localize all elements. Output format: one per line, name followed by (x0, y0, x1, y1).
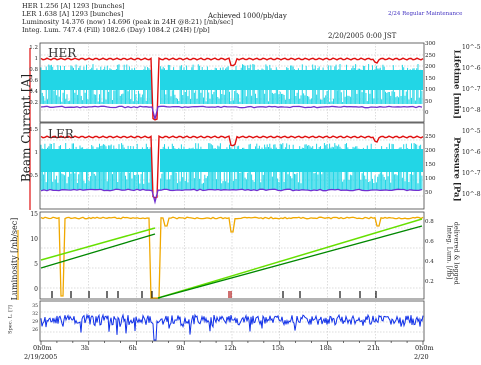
her-right-tick: 50 (425, 98, 432, 105)
her-status-line: HER 1.256 [A] 1293 [bunches] (22, 2, 125, 10)
lum-left-tick: 5 (34, 261, 38, 268)
integ-delivered-line-2 (157, 218, 423, 299)
sci-right-tick: 10^-6 (462, 65, 481, 72)
sci-right-tick: 10^-8 (462, 107, 481, 114)
ler-right-tick: 50 (425, 190, 432, 196)
spec-left-tick: 29 (32, 320, 38, 325)
beam-abort-gap (152, 64, 160, 104)
lifetime-axis-label: Lifetime [min] (451, 49, 462, 119)
lum-right-tick: 0.2 (425, 279, 434, 285)
pressure-axis-label: Pressure [Pa] (451, 136, 462, 202)
spec-lum-trace (40, 313, 424, 341)
spec-left-tick: 26 (32, 328, 38, 333)
her-pressure-trace (40, 105, 423, 120)
her-left-tick: 0.2 (29, 100, 38, 106)
lifetime-band (41, 149, 423, 172)
integ-logged-line-2 (157, 225, 423, 299)
integrated-lum-status-line: Integ. Lum. 747.4 (Fill) 1082.6 (Day) 10… (22, 26, 210, 34)
lum-right-tick: 0.4 (425, 259, 434, 265)
maintenance-note: 2/24 Regular Maintenance (388, 11, 463, 17)
her-left-tick: 0.6 (29, 78, 38, 84)
ler-status-line: LER 1.638 [A] 1293 [bunches] (22, 10, 124, 18)
sci-right-tick: 10^-5 (462, 128, 481, 135)
her-right-tick: 150 (425, 75, 436, 82)
luminosity-status-line: Luminosity 14.376 (now) 14.696 (peak in … (22, 18, 234, 26)
her-left-tick: 0.8 (29, 67, 38, 73)
sci-right-tick: 10^-8 (462, 191, 481, 198)
x-axis-label: 15h (271, 344, 285, 352)
integ-logged-line-1 (40, 233, 156, 269)
x-axis-label: 9h (176, 344, 185, 352)
x-axis-label: 12h (224, 344, 237, 352)
x-axis-label: 6h (128, 344, 137, 352)
lum-right-tick: 0.8 (425, 219, 434, 225)
ler-lifetime-trace (40, 143, 423, 190)
lifetime-band (41, 70, 423, 90)
x-axis-label: 0h0m (33, 344, 52, 352)
ler-left-tick: 0.5 (29, 173, 38, 179)
beam-abort-gap (152, 143, 160, 190)
luminosity-trace (40, 216, 424, 299)
ler-right-tick: 250 (425, 134, 436, 140)
spec-left-tick: 32 (32, 312, 38, 317)
lum-left-tick: 0 (34, 286, 38, 293)
ler-right-tick: 150 (425, 162, 436, 168)
ler-right-tick: 100 (425, 176, 436, 182)
sci-right-tick: 10^-7 (462, 170, 481, 177)
x-date-start: 2/19/2005 (24, 353, 58, 361)
sci-right-tick: 10^-7 (462, 86, 481, 93)
her-left-tick: 0.4 (29, 89, 38, 95)
achieved-note: Achieved 1000/pb/day (208, 12, 287, 20)
her-label: HER (48, 46, 77, 60)
her-lifetime-trace (40, 64, 423, 104)
her-left-tick: 1 (34, 56, 39, 62)
x-axis-label: 18h (319, 344, 332, 352)
ler-label: LER (48, 127, 74, 141)
ler-pressure-trace (40, 188, 423, 205)
ler-right-tick: 200 (425, 148, 436, 154)
her-right-tick: 300 (425, 41, 436, 47)
integ-delivered-line-1 (40, 227, 156, 261)
x-axis-label: 3h (80, 344, 90, 352)
her-left-tick: 1.2 (29, 45, 38, 51)
her-right-tick: 100 (425, 87, 436, 93)
lum-left-tick: 10 (30, 236, 38, 243)
her-right-tick: 0 (425, 110, 429, 116)
her-right-tick: 200 (425, 64, 436, 70)
trigger-bars (51, 291, 377, 298)
sci-right-tick: 10^-6 (462, 149, 481, 156)
her-right-tick: 250 (425, 52, 436, 59)
timestamp: 2/20/2005 0:00 JST (328, 32, 397, 40)
sci-right-tick: 10^-5 (462, 44, 481, 51)
ler-left-tick: 1.5 (29, 127, 38, 133)
lum-left-tick: 15 (30, 211, 38, 218)
her-beam-current-trace (40, 57, 424, 121)
x-date-end: 2/20 (414, 353, 429, 361)
integ-lum-axis-sublabel: delivered & logged (452, 221, 461, 285)
ler-beam-current-trace (40, 135, 424, 199)
spec-axis-label: Spec. L. [?] (7, 305, 14, 334)
x-axis-label: 0h0m (415, 344, 434, 352)
lum-right-tick: 0.6 (425, 239, 434, 245)
x-axis-label: 21h (367, 344, 380, 352)
ler-left-tick: 1 (34, 150, 39, 156)
spec-left-tick: 35 (32, 304, 38, 309)
